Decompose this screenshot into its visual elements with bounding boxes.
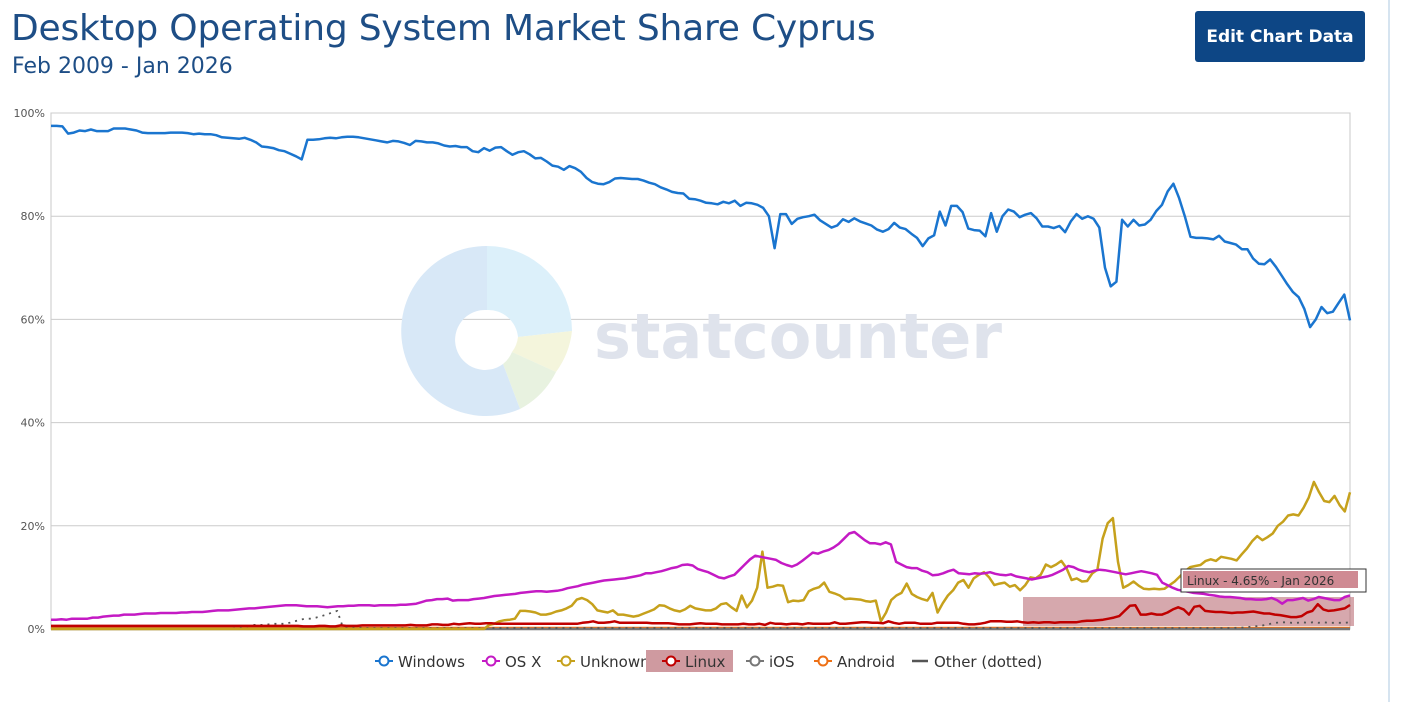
series-unknown-line [51, 480, 1352, 631]
chart-legend: Windows OS X Unknown Linux iOS Android Other (… [375, 650, 1042, 672]
series-other-dotted-line [51, 610, 1351, 630]
legend-marker [378, 655, 390, 667]
legend-item-other-dotted[interactable]: Other (dotted) [912, 653, 1042, 671]
legend-label: Android [837, 653, 895, 671]
legend-item-android[interactable]: Android [814, 653, 895, 671]
panel-divider [1388, 0, 1390, 702]
legend-marker [560, 655, 572, 667]
y-tick-label: 20% [21, 520, 45, 533]
legend-label: Linux [685, 653, 726, 671]
page-subtitle: Feb 2009 - Jan 2026 [12, 54, 233, 79]
legend-item-os-x[interactable]: OS X [482, 653, 541, 671]
legend-item-linux[interactable]: Linux [646, 650, 733, 672]
series-linux-line [51, 602, 1351, 628]
legend-item-unknown[interactable]: Unknown [557, 653, 650, 671]
tooltip-text: Linux - 4.65% - Jan 2026 [1187, 574, 1334, 588]
legend-item-ios[interactable]: iOS [746, 653, 795, 671]
y-tick-label: 100% [14, 107, 45, 120]
legend-label: OS X [505, 653, 541, 671]
statcounter-watermark: statcounter [401, 245, 1002, 416]
legend-marker [485, 655, 497, 667]
page-title: Desktop Operating System Market Share Cy… [11, 8, 876, 49]
y-tick-label: 40% [21, 417, 45, 430]
chart-series [51, 124, 1352, 631]
legend-highlight [646, 650, 733, 672]
y-tick-label: 0% [28, 623, 45, 636]
series-windows-line [51, 124, 1352, 329]
y-tick-label: 80% [21, 210, 45, 223]
legend-label: Unknown [580, 653, 650, 671]
legend-label: iOS [769, 653, 795, 671]
edit-chart-data-button[interactable]: Edit Chart Data [1195, 11, 1365, 62]
legend-item-windows[interactable]: Windows [375, 653, 465, 671]
series-os-x-line [51, 530, 1351, 621]
y-axis-tick-labels: 0% 20% 40% 60% 80% 100% [14, 107, 45, 636]
legend-marker [817, 655, 829, 667]
y-tick-label: 60% [21, 313, 45, 326]
legend-marker [749, 655, 761, 667]
watermark-text: statcounter [594, 300, 1002, 373]
tooltip: Linux - 4.65% - Jan 2026 [1180, 568, 1367, 593]
legend-label: Other (dotted) [934, 653, 1042, 671]
legend-label: Windows [398, 653, 465, 671]
tooltip-highlight [1183, 571, 1358, 588]
legend-marker [665, 655, 677, 667]
